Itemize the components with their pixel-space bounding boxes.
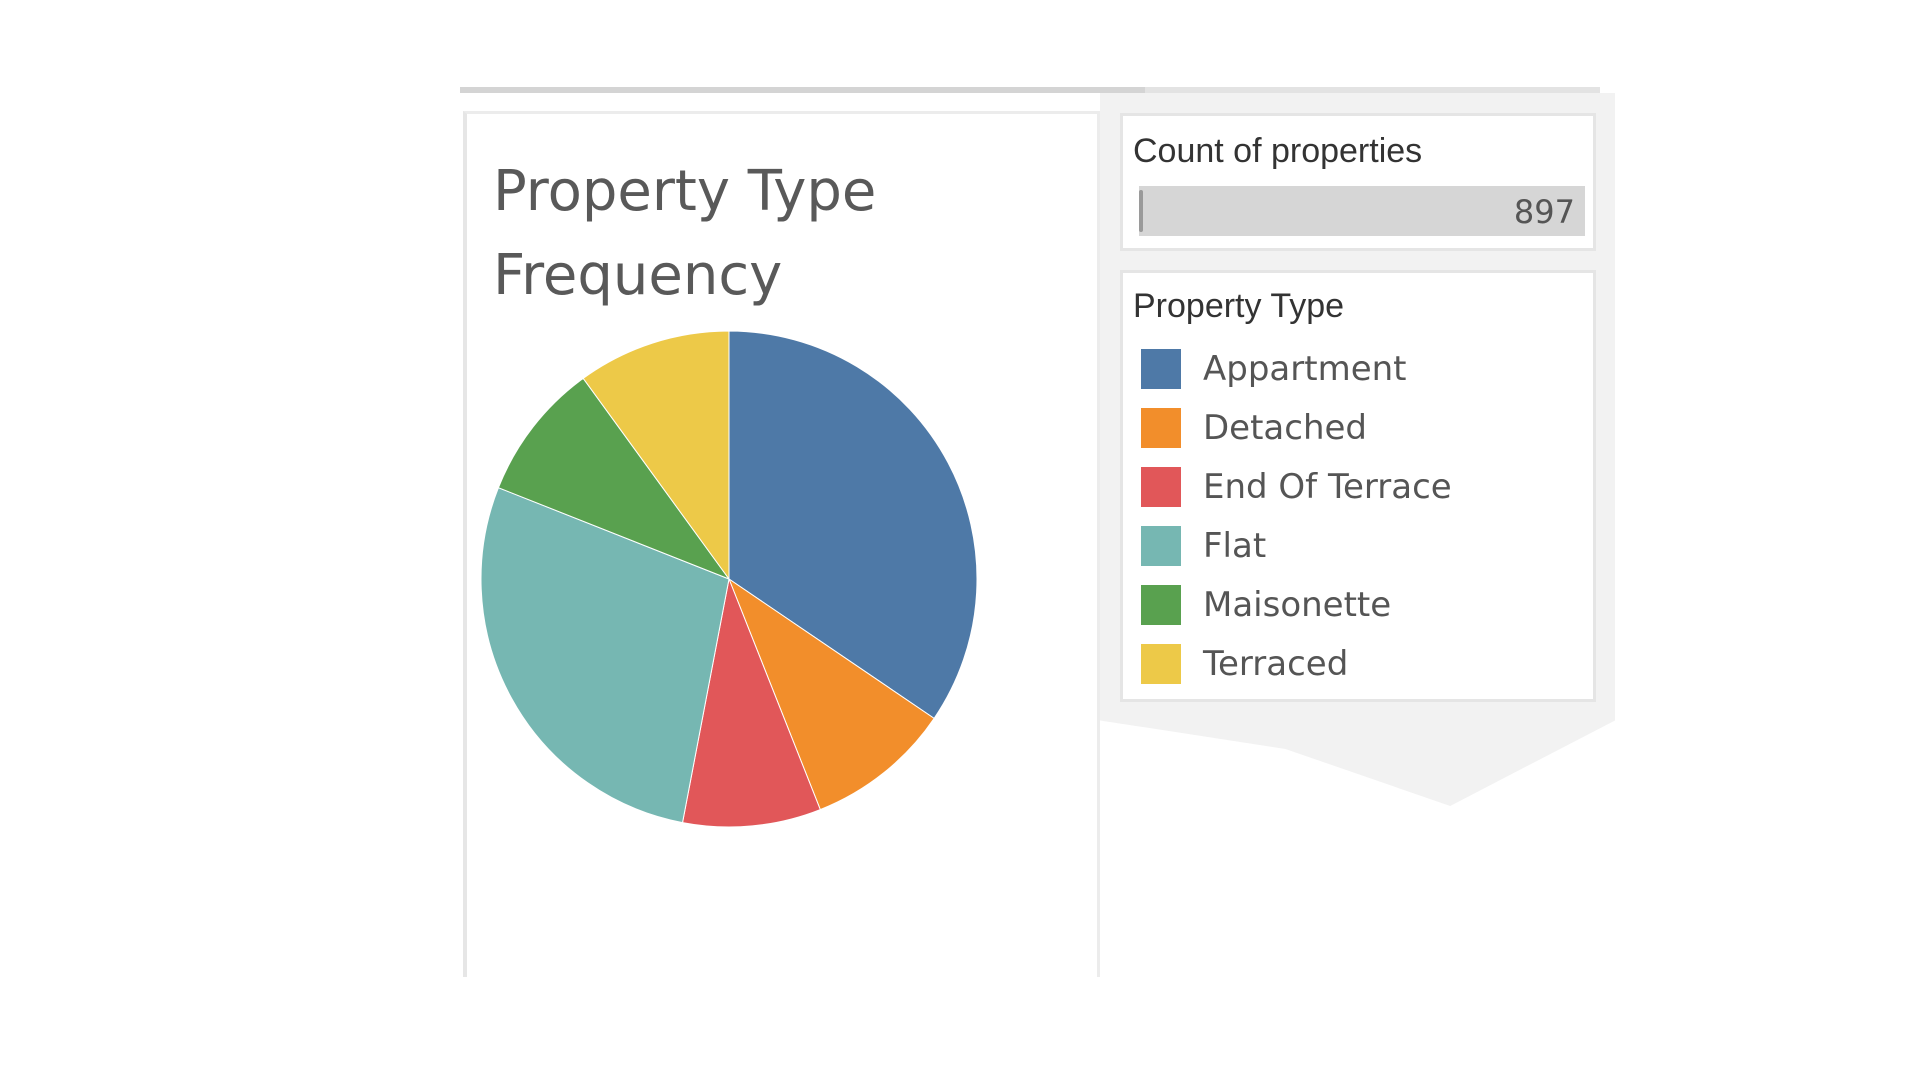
legend-label-terraced: Terraced — [1203, 644, 1349, 684]
legend-item-flat[interactable]: Flat — [1141, 526, 1581, 566]
legend-label-maisonette: Maisonette — [1203, 585, 1392, 625]
legend-item-terraced[interactable]: Terraced — [1141, 644, 1581, 684]
count-bar-start-marker — [1139, 190, 1143, 232]
legend-title: Property Type — [1133, 287, 1345, 325]
chart-title: Property Type Frequency — [493, 159, 877, 308]
pie-slice-appartment[interactable] — [728, 330, 978, 720]
pie-slices — [480, 330, 978, 828]
count-bar: 897 — [1139, 186, 1585, 236]
legend-swatch-maisonette — [1141, 585, 1181, 625]
count-card-title: Count of properties — [1133, 132, 1423, 170]
legend-item-detached[interactable]: Detached — [1141, 408, 1581, 448]
legend-card: Property Type Appartment Detached End Of… — [1120, 270, 1596, 702]
count-card: Count of properties 897 — [1120, 113, 1596, 251]
legend-label-flat: Flat — [1203, 526, 1267, 566]
pie-slice-detached[interactable] — [727, 577, 935, 811]
legend-swatch-end-of-terrace — [1141, 467, 1181, 507]
legend-item-appartment[interactable]: Appartment — [1141, 349, 1581, 389]
dashboard-top-strip-highlight — [460, 87, 1145, 93]
legend-swatch-appartment — [1141, 349, 1181, 389]
legend-label-appartment: Appartment — [1203, 349, 1407, 389]
legend-swatch-detached — [1141, 408, 1181, 448]
count-value: 897 — [1513, 193, 1575, 231]
legend-label-end-of-terrace: End Of Terrace — [1203, 467, 1452, 507]
legend-swatch-flat — [1141, 526, 1181, 566]
legend-label-detached: Detached — [1203, 408, 1368, 448]
pie-chart — [480, 330, 978, 828]
pie-chart-panel: Property Type Frequency — [463, 111, 1100, 977]
pie-slice-maisonette[interactable] — [497, 377, 731, 581]
pie-slice-terraced[interactable] — [582, 330, 730, 581]
legend-item-maisonette[interactable]: Maisonette — [1141, 585, 1581, 625]
pie-slice-end-of-terrace[interactable] — [681, 577, 821, 828]
pie-slice-flat[interactable] — [480, 487, 730, 824]
legend-item-end-of-terrace[interactable]: End Of Terrace — [1141, 467, 1581, 507]
legend-swatch-terraced — [1141, 644, 1181, 684]
